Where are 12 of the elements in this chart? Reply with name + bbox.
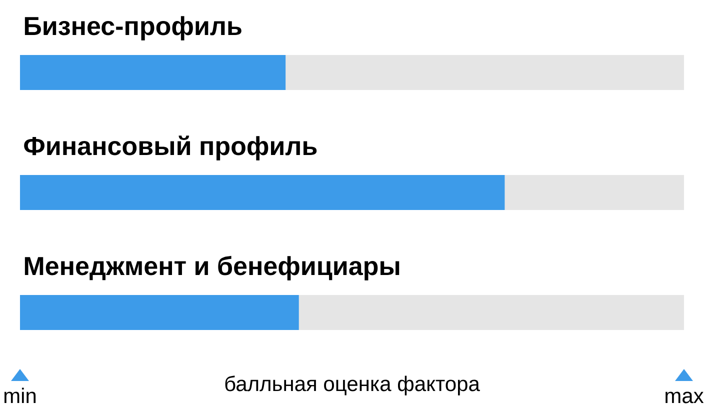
- bar: [298, 295, 684, 330]
- x-axis-title: балльная оценка фактора: [225, 376, 480, 396]
- bar: [20, 54, 286, 90]
- bar: [286, 54, 684, 90]
- y-tick-label: Бизнес-профиль: [24, 16, 242, 40]
- bar: [20, 295, 299, 330]
- bar: [504, 174, 684, 210]
- y-tick-label: Менеджмент и бенефициары: [24, 256, 400, 280]
- bar: [20, 174, 505, 210]
- text: min: [4, 388, 36, 403]
- text: max: [666, 392, 704, 404]
- y-tick-label: Финансовый профиль: [24, 136, 317, 160]
